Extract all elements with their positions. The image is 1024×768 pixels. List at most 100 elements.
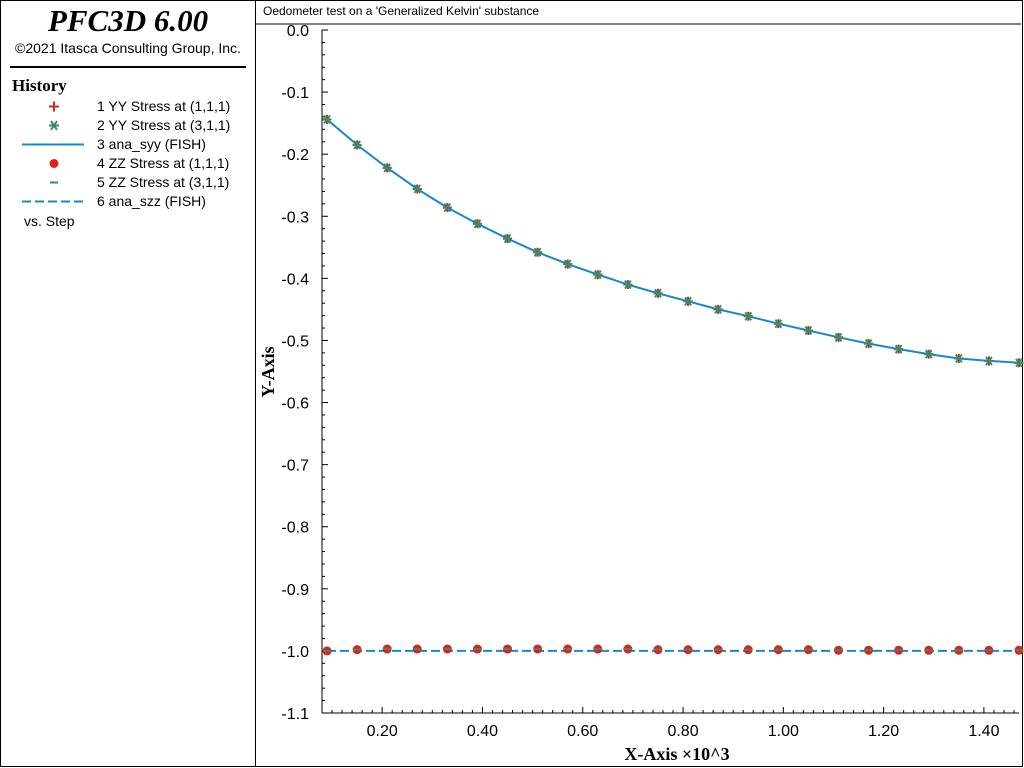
x-tick-label: 0.80 [667, 723, 698, 740]
asterisk-marker-d2 [533, 247, 542, 257]
y-tick-label: -0.6 [281, 396, 309, 413]
series-layer [322, 114, 1024, 656]
legend-label: 3 ana_syy (FISH) [97, 136, 206, 152]
asterisk-marker [533, 247, 543, 257]
solid-line-icon [22, 143, 84, 146]
asterisk-marker-d2 [624, 279, 632, 290]
app-title: PFC3D 6.00 [47, 3, 209, 38]
series-1 [322, 114, 1024, 368]
asterisk-marker [924, 349, 934, 359]
copyright-text: ©2021 Itasca Consulting Group, Inc. [15, 40, 241, 56]
y-tick-label: -0.8 [281, 520, 309, 537]
series-5 [323, 648, 1023, 652]
asterisk-marker [442, 202, 452, 213]
y-tick-label: -1.0 [281, 644, 309, 661]
asterisk-marker [713, 304, 723, 315]
asterisk-marker [864, 338, 874, 349]
legend-item-zz-stress-3: 5 ZZ Stress at (3,1,1) [0, 173, 256, 192]
y-tick-label: -0.4 [281, 271, 309, 288]
y-axis-label: Y-Axis [258, 346, 278, 397]
asterisk-marker-d2 [1015, 358, 1023, 368]
asterisk-marker [683, 296, 693, 306]
asterisk-marker-d2 [744, 311, 753, 321]
vs-step-label: vs. Step [24, 213, 75, 229]
divider [10, 66, 246, 68]
asterisk-marker [382, 163, 392, 173]
asterisk-marker-d2 [353, 140, 361, 150]
asterisk-marker [593, 270, 603, 280]
asterisk-marker [894, 344, 904, 354]
asterisk-marker-d2 [894, 344, 903, 354]
plus-marker-icon [49, 101, 59, 112]
asterisk-marker [833, 332, 843, 342]
asterisk-marker [773, 319, 783, 329]
dashed-line-icon [22, 200, 84, 203]
y-tick-label: -0.5 [281, 333, 309, 350]
asterisk-marker-d2 [955, 353, 963, 364]
x-tick-label: 1.00 [768, 723, 799, 740]
asterisk-marker [984, 356, 994, 366]
series-3 [326, 118, 1020, 364]
asterisk-marker [803, 325, 813, 336]
solid-series-line [326, 118, 1020, 364]
legend-item-yy-stress-3: 2 YY Stress at (3,1,1) [0, 116, 256, 135]
asterisk-marker [743, 311, 753, 321]
asterisk-marker [472, 219, 482, 229]
plot-area [322, 30, 1019, 713]
series-2 [322, 114, 1024, 368]
asterisk-marker-d2 [924, 349, 933, 359]
asterisk-marker-d2 [323, 114, 331, 125]
legend-panel: PFC3D 6.00 ©2021 Itasca Consulting Group… [0, 0, 256, 767]
x-tick-label: 0.60 [567, 723, 598, 740]
y-tick-label: -0.1 [281, 85, 309, 102]
y-axis: 0.0 -0.1 -0.2 -0.3 -0.4 -0.5 -0.6 -0.7 -0.8 -0.9 -… [281, 23, 328, 723]
y-tick-label: -0.9 [281, 582, 309, 599]
asterisk-marker [352, 140, 362, 150]
legend-label: 2 YY Stress at (3,1,1) [97, 117, 231, 133]
legend-item-zz-stress-1: 4 ZZ Stress at (1,1,1) [0, 154, 256, 173]
legend-label: 5 ZZ Stress at (3,1,1) [97, 174, 230, 190]
asterisk-marker-d2 [864, 338, 873, 349]
asterisk-marker-d2 [654, 288, 662, 298]
y-tick-label: 0.0 [287, 23, 309, 40]
y-tick-label: -0.7 [281, 458, 309, 475]
plot-title: Oedometer test on a 'Generalized Kelvin'… [263, 4, 540, 18]
x-tick-label: 0.40 [467, 723, 498, 740]
asterisk-marker [412, 184, 422, 194]
legend-item-ana-syy: 3 ana_syy (FISH) [0, 135, 256, 154]
asterisk-marker [503, 234, 513, 244]
asterisk-marker-d2 [593, 270, 602, 280]
asterisk-marker-d2 [774, 319, 783, 329]
asterisk-marker-d2 [383, 163, 391, 173]
x-tick-label: 1.20 [868, 723, 899, 740]
asterisk-marker-d2 [413, 184, 422, 194]
legend-title: History [12, 76, 67, 95]
dash-marker-icon [50, 181, 58, 184]
legend-label: 6 ana_szz (FISH) [97, 193, 206, 209]
asterisk-marker [653, 288, 663, 298]
asterisk-marker-d2 [804, 325, 813, 336]
y-tick-label: -1.1 [281, 706, 309, 723]
y-tick-label: -0.2 [281, 147, 309, 164]
asterisk-marker [623, 279, 633, 290]
legend-label: 1 YY Stress at (1,1,1) [97, 98, 231, 114]
x-axis-label: X-Axis ×10^3 [624, 744, 729, 764]
asterisk-marker-d2 [443, 202, 452, 213]
y-tick-label: -0.3 [281, 209, 309, 226]
asterisk-marker-d2 [684, 296, 692, 306]
x-tick-label: 0.20 [367, 723, 398, 740]
asterisk-marker-d2 [563, 259, 572, 269]
asterisk-marker [322, 114, 332, 125]
asterisk-marker [563, 259, 573, 269]
dot-marker-icon [49, 159, 59, 168]
asterisk-marker-d2 [834, 332, 843, 342]
x-tick-label: 1.40 [968, 723, 999, 740]
x-axis: 0.20 0.40 0.60 0.80 1.00 1.20 1.40 [321, 707, 1019, 740]
asterisk-marker-d2 [714, 304, 722, 315]
asterisk-marker [954, 353, 964, 364]
legend-item-yy-stress-1: 1 YY Stress at (1,1,1) [0, 97, 256, 116]
asterisk-marker-icon [49, 120, 59, 131]
asterisk-marker-d2 [503, 234, 512, 244]
